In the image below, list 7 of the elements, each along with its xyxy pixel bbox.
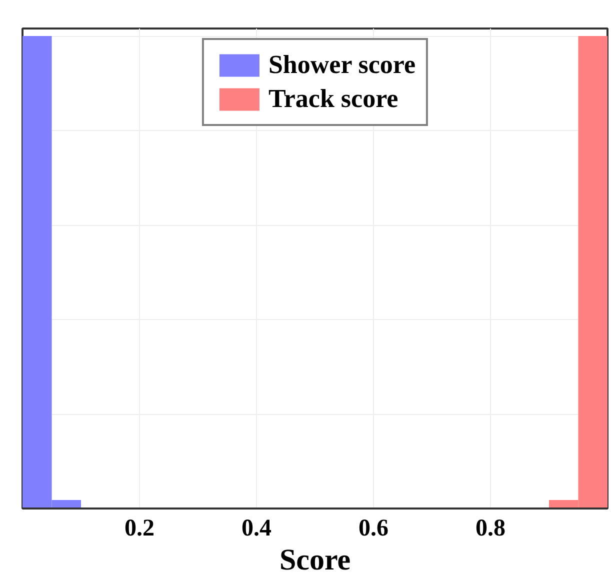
x-axis-title: Score <box>279 544 351 576</box>
legend-label: Shower score <box>268 50 416 80</box>
x-tick-label: 0.4 <box>242 516 272 542</box>
x-tick-label: 0.8 <box>476 516 506 542</box>
legend-label: Track score <box>268 84 398 114</box>
x-tick-label: 0.2 <box>124 516 154 542</box>
x-tick-label: 0.6 <box>358 516 388 542</box>
